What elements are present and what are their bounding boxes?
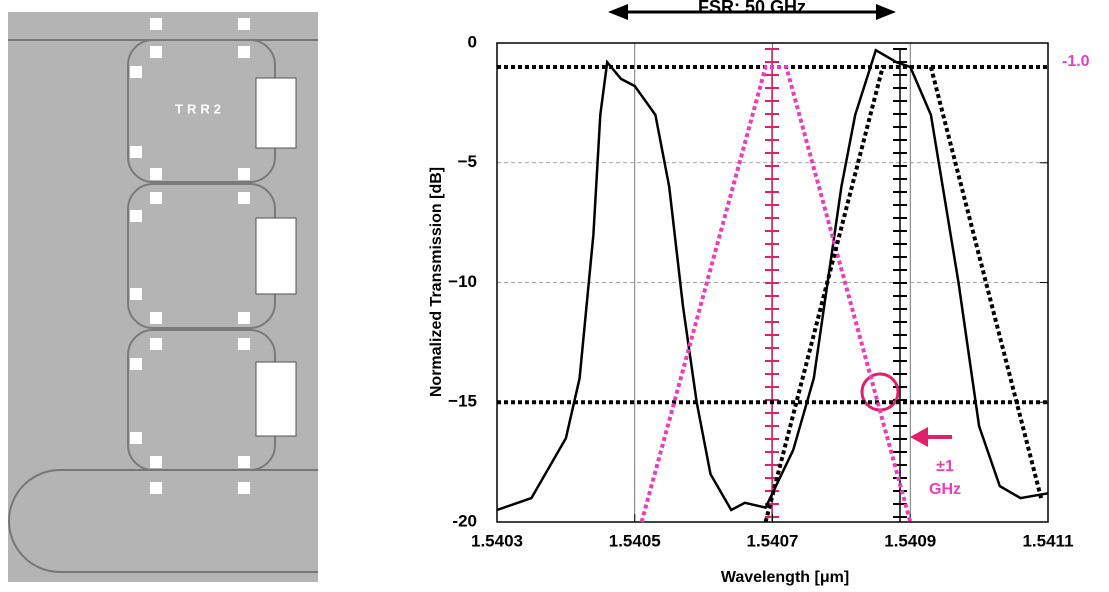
x-tick-label: 1.5405 xyxy=(609,531,661,550)
y-axis-label: Normalized Transmission [dB] xyxy=(428,167,445,397)
heater-pad xyxy=(255,361,297,437)
heater-pad xyxy=(255,77,297,149)
series-line xyxy=(639,65,913,523)
heater-pad xyxy=(255,217,297,295)
series-line xyxy=(763,65,1044,523)
y-tick-label: 0 xyxy=(468,32,477,51)
level-label: -1.0 xyxy=(1062,53,1090,70)
y-tick-label: -20 xyxy=(452,511,477,530)
device-label: TRR2 xyxy=(175,101,225,116)
x-tick-label: 1.5407 xyxy=(747,531,799,550)
y-tick-label: −10 xyxy=(448,272,477,291)
y-tick-label: −15 xyxy=(448,392,477,411)
tolerance-label: ±1 xyxy=(936,458,954,475)
x-tick-label: 1.5403 xyxy=(471,531,523,550)
pointer-arrow xyxy=(910,427,952,447)
x-tick-label: 1.5411 xyxy=(1022,531,1073,550)
x-axis-label: Wavelength [μm] xyxy=(721,569,849,586)
markers xyxy=(130,18,250,494)
series-line xyxy=(496,48,1049,512)
tolerance-label: GHz xyxy=(929,481,961,498)
x-tick-label: 1.5409 xyxy=(884,531,936,550)
y-tick-label: −5 xyxy=(458,152,477,171)
chart: Wavelength [μm] Normalized Transmission … xyxy=(428,0,1089,586)
drop-waveguide xyxy=(8,469,318,573)
micrograph: TRR2 xyxy=(8,12,318,582)
fsr-label: FSR: 50 GHz xyxy=(698,0,806,17)
